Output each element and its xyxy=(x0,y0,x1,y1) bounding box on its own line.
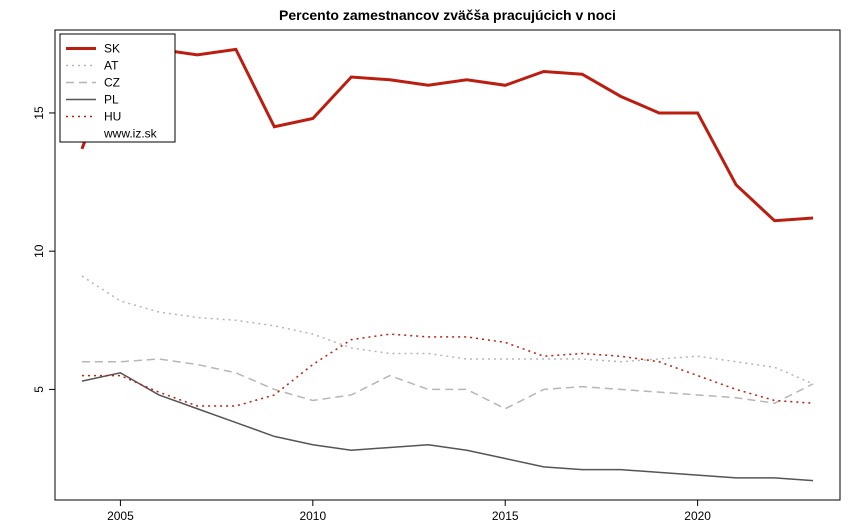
y-tick-label: 10 xyxy=(32,244,46,258)
series-line-SK xyxy=(82,47,813,221)
x-tick-label: 2010 xyxy=(299,509,326,523)
chart-container: Percento zamestnancov zväčša pracujúcich… xyxy=(0,0,850,532)
series-line-AT xyxy=(82,276,813,384)
x-tick-label: 2015 xyxy=(492,509,519,523)
legend-label-AT: AT xyxy=(104,59,119,73)
x-tick-label: 2020 xyxy=(684,509,711,523)
series-line-CZ xyxy=(82,359,813,409)
y-tick-label: 5 xyxy=(32,386,46,393)
line-chart: Percento zamestnancov zväčša pracujúcich… xyxy=(0,0,850,532)
x-tick-label: 2005 xyxy=(107,509,134,523)
legend-label-SK: SK xyxy=(104,42,120,56)
legend-label-HU: HU xyxy=(104,110,121,124)
legend-attribution: www.iz.sk xyxy=(103,127,158,141)
y-tick-label: 15 xyxy=(32,106,46,120)
chart-title: Percento zamestnancov zväčša pracujúcich… xyxy=(279,7,616,23)
legend-label-CZ: CZ xyxy=(104,76,120,90)
legend-label-PL: PL xyxy=(104,93,119,107)
